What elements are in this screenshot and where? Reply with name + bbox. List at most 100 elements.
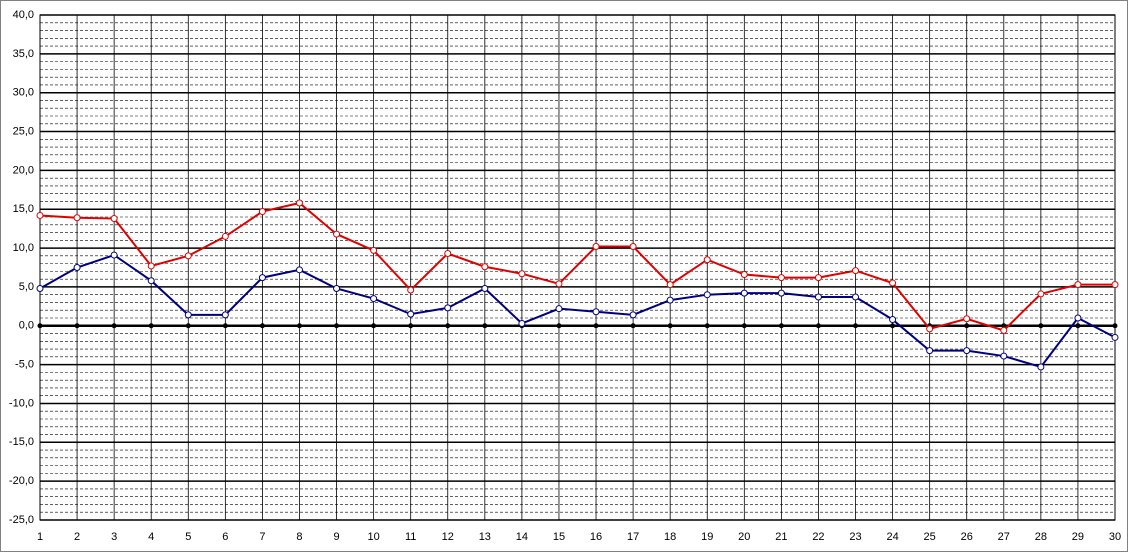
point: [740, 289, 748, 297]
point: [184, 252, 192, 260]
x-tick-label: 3: [111, 531, 117, 543]
point: [814, 274, 822, 282]
axis-dot: [593, 323, 599, 329]
axis-dot: [1075, 323, 1081, 329]
y-tick-label: 35,0: [13, 48, 34, 60]
point: [333, 284, 341, 292]
point: [629, 243, 637, 251]
point: [370, 295, 378, 303]
point: [295, 199, 303, 207]
point: [703, 291, 711, 299]
point: [1037, 363, 1045, 371]
axis-dot: [667, 323, 673, 329]
point: [147, 262, 155, 270]
point: [147, 277, 155, 285]
y-tick-label: 5,0: [19, 281, 34, 293]
point: [666, 281, 674, 289]
axis-dot: [556, 323, 562, 329]
axis-dot: [259, 323, 265, 329]
point: [73, 264, 81, 271]
axis-dot: [222, 323, 228, 329]
x-tick-label: 29: [1072, 531, 1084, 543]
y-tick-label: -5,0: [15, 359, 34, 371]
point: [1074, 314, 1082, 322]
x-tick-label: 24: [886, 531, 898, 543]
point: [777, 289, 785, 297]
axis-dot: [815, 323, 821, 329]
x-tick-label: 12: [442, 531, 454, 543]
y-tick-label: -15,0: [9, 436, 34, 448]
point: [444, 250, 452, 258]
x-tick-label: 8: [296, 531, 302, 543]
x-tick-label: 16: [590, 531, 602, 543]
point: [889, 279, 897, 287]
x-tick-label: 6: [222, 531, 228, 543]
point: [629, 311, 637, 319]
axis-dot: [111, 323, 117, 329]
axis-dot: [630, 323, 636, 329]
axis-dot: [741, 323, 747, 329]
point: [221, 311, 229, 319]
axis-dot: [445, 323, 451, 329]
y-tick-label: 15,0: [13, 203, 34, 215]
point: [1000, 352, 1008, 360]
point: [370, 246, 378, 254]
x-tick-label: 28: [1035, 531, 1047, 543]
x-tick-label: 18: [664, 531, 676, 543]
x-tick-label: 4: [148, 531, 154, 543]
series-line: [39, 253, 1116, 369]
point: [73, 214, 81, 222]
x-tick-label: 5: [185, 531, 191, 543]
point: [555, 280, 563, 288]
axis-dot: [185, 323, 191, 329]
point: [295, 266, 303, 274]
x-tick-label: 23: [849, 531, 861, 543]
x-tick-label: 9: [333, 531, 339, 543]
x-tick-label: 26: [961, 531, 973, 543]
point: [110, 215, 118, 223]
y-tick-label: 30,0: [13, 87, 34, 99]
axis-dot: [296, 323, 302, 329]
marks: [36, 199, 1119, 371]
y-tick-label: 0,0: [19, 320, 34, 332]
x-tick-label: 1: [37, 531, 43, 543]
axis-dot: [853, 323, 859, 329]
point: [592, 243, 600, 251]
axis-dot: [371, 323, 377, 329]
point: [592, 308, 600, 316]
y-tick-label: 25,0: [13, 125, 34, 137]
x-tick-label: 15: [553, 531, 565, 543]
point: [963, 315, 971, 323]
point: [740, 270, 748, 278]
x-tick-label: 25: [924, 531, 936, 543]
point: [110, 251, 118, 259]
y-tick-label: -10,0: [9, 397, 34, 409]
point: [703, 256, 711, 264]
point: [1074, 281, 1082, 289]
x-tick-label: 13: [479, 531, 491, 543]
point: [221, 232, 229, 240]
point: [926, 347, 934, 355]
axis-dot: [74, 323, 80, 329]
series-line: [39, 201, 1115, 332]
point: [184, 311, 192, 319]
x-tick-label: 27: [998, 531, 1010, 543]
point: [481, 263, 489, 271]
y-tick-label: 10,0: [13, 242, 34, 254]
x-tick-label: 20: [738, 531, 750, 543]
axis-dot: [408, 323, 414, 329]
y-tick-label: -25,0: [9, 514, 34, 526]
axis-dot: [704, 323, 710, 329]
axis-dot: [1038, 323, 1044, 329]
plot-frame: [39, 14, 1116, 521]
point: [555, 305, 563, 313]
point: [889, 316, 897, 324]
axis-dot: [482, 323, 488, 329]
point: [777, 274, 785, 282]
point: [1111, 333, 1119, 341]
y-tick-label: 20,0: [13, 164, 34, 176]
point: [963, 347, 971, 355]
point: [333, 230, 341, 238]
